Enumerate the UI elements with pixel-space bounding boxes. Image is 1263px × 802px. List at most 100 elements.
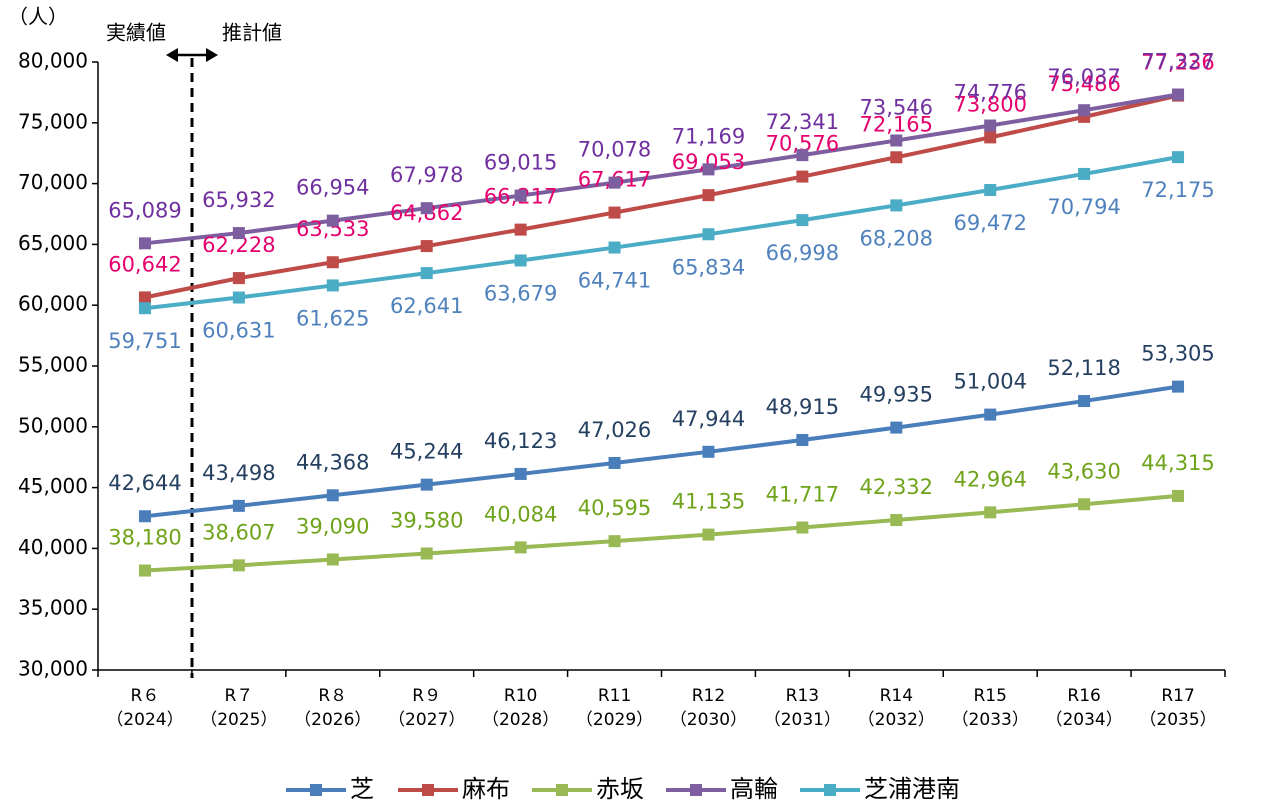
x-tick-sublabel: （2028）: [482, 710, 559, 730]
x-tick-label: R17: [1161, 686, 1194, 706]
data-label: 47,944: [672, 407, 745, 431]
y-tick-label: 40,000: [18, 535, 88, 559]
marker: [1172, 151, 1185, 164]
x-tick-sublabel: （2024）: [106, 710, 183, 730]
y-unit: （人）: [8, 5, 68, 29]
data-label: 43,498: [202, 461, 275, 485]
marker: [1078, 167, 1091, 180]
data-label: 73,546: [860, 95, 933, 119]
data-label: 42,644: [108, 471, 181, 495]
series-line: [144, 155, 1179, 311]
marker: [514, 223, 527, 236]
series-line: [144, 93, 1179, 300]
data-label: 60,642: [108, 252, 181, 276]
marker: [984, 119, 997, 132]
data-label: 48,915: [766, 395, 839, 419]
marker: [514, 467, 527, 480]
data-label: 53,305: [1141, 342, 1214, 366]
data-label: 41,717: [766, 483, 839, 507]
legend-marker: [690, 784, 702, 796]
data-label: 72,341: [766, 110, 839, 134]
marker: [1078, 498, 1091, 511]
x-tick-sublabel: （2026）: [294, 710, 371, 730]
marker: [232, 291, 245, 304]
data-label: 38,607: [202, 520, 275, 544]
x-tick-label: R16: [1067, 686, 1100, 706]
marker: [608, 241, 621, 254]
data-label: 65,089: [108, 198, 181, 222]
marker: [232, 499, 245, 512]
data-label: 39,090: [296, 514, 369, 538]
marker: [514, 541, 527, 554]
x-tick-sublabel: （2025）: [200, 710, 277, 730]
data-label: 75,486: [1047, 72, 1120, 96]
data-label: 40,084: [484, 502, 557, 526]
series-line: [144, 493, 1179, 573]
series-line: [144, 92, 1179, 246]
marker: [420, 478, 433, 491]
marker: [326, 214, 339, 227]
x-tick-sublabel: （2033）: [952, 710, 1029, 730]
marker: [138, 291, 151, 304]
legend-marker: [422, 784, 434, 796]
marker: [890, 134, 903, 147]
marker: [1078, 104, 1091, 117]
marker: [608, 206, 621, 219]
data-label: 42,332: [860, 475, 933, 499]
y-tick-label: 65,000: [18, 231, 88, 255]
marker: [420, 240, 433, 253]
marker: [420, 202, 433, 215]
legend-marker: [824, 784, 836, 796]
data-label: 38,180: [108, 526, 181, 550]
marker: [702, 189, 715, 202]
x-tick-label: R10: [504, 686, 537, 706]
x-tick-sublabel: （2034）: [1045, 710, 1122, 730]
y-tick-label: 35,000: [18, 596, 88, 620]
marker: [608, 535, 621, 548]
data-label: 60,631: [202, 319, 275, 343]
annotation: 実績値: [106, 21, 166, 45]
data-label: 61,625: [296, 306, 369, 330]
x-tick-sublabel: （2029）: [576, 710, 653, 730]
marker: [796, 521, 809, 534]
annotation: 推計値: [222, 21, 282, 45]
data-label: 47,026: [578, 418, 651, 442]
data-label: 71,169: [672, 124, 745, 148]
data-label: 77,236: [1141, 51, 1214, 75]
y-tick-label: 60,000: [18, 292, 88, 316]
marker: [890, 199, 903, 212]
marker: [890, 514, 903, 527]
marker: [138, 237, 151, 250]
marker: [1172, 88, 1185, 101]
marker: [702, 445, 715, 458]
marker: [796, 170, 809, 183]
x-tick-label: R９: [412, 686, 441, 706]
data-label: 70,794: [1047, 195, 1120, 219]
legend-marker: [310, 784, 322, 796]
data-label: 51,004: [953, 370, 1026, 394]
y-tick-label: 55,000: [18, 353, 88, 377]
x-tick-sublabel: （2035）: [1139, 710, 1216, 730]
legend-label: 芝: [350, 775, 374, 802]
marker: [702, 528, 715, 541]
data-label: 68,208: [860, 226, 933, 250]
x-tick-label: R８: [318, 686, 347, 706]
data-label: 45,244: [390, 440, 463, 464]
x-tick-label: R７: [224, 686, 253, 706]
data-label: 72,175: [1141, 178, 1214, 202]
double-arrow: [166, 48, 218, 62]
marker: [796, 149, 809, 162]
data-label: 66,954: [296, 176, 369, 200]
marker: [984, 506, 997, 519]
x-tick-sublabel: （2030）: [670, 710, 747, 730]
data-label: 63,679: [484, 281, 557, 305]
data-label: 67,978: [390, 163, 463, 187]
data-label: 72,165: [860, 112, 933, 136]
marker: [232, 559, 245, 572]
y-tick-label: 75,000: [18, 109, 88, 133]
data-label: 49,935: [860, 383, 933, 407]
x-tick-sublabel: （2031）: [764, 710, 841, 730]
marker: [232, 227, 245, 240]
data-label: 73,800: [953, 92, 1026, 116]
marker: [984, 131, 997, 144]
